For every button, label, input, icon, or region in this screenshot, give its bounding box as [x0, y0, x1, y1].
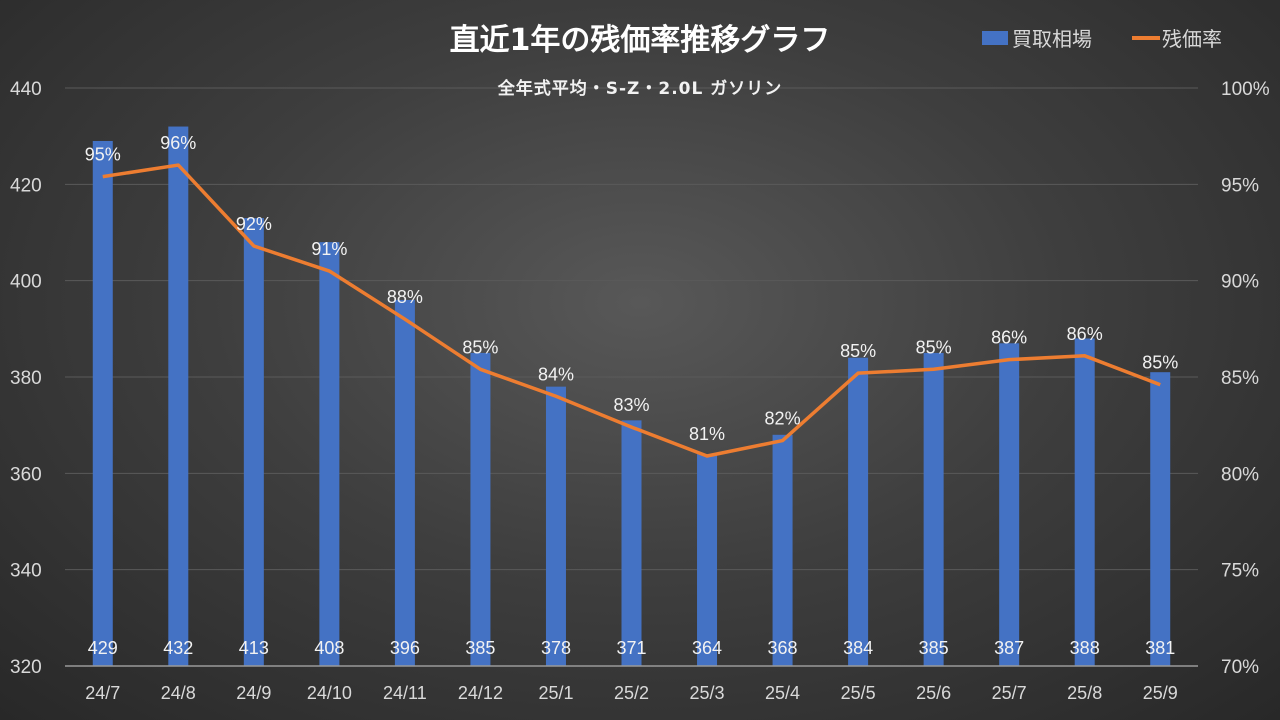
bar-value-label: 388	[1070, 638, 1100, 658]
bar-value-label: 384	[843, 638, 873, 658]
bar-24/11	[394, 299, 415, 666]
line-value-label: 85%	[462, 337, 498, 357]
x-tick-label: 25/7	[992, 683, 1027, 703]
bar-25/2	[621, 420, 642, 666]
bar-24/10	[319, 242, 340, 666]
x-tick-label: 25/8	[1067, 683, 1102, 703]
chart-title: 直近1年の残価率推移グラフ	[450, 23, 831, 58]
bar-value-label: 429	[88, 638, 118, 658]
bar-value-label: 432	[163, 638, 193, 658]
x-tick-label: 24/9	[236, 683, 271, 703]
y-left-tick-label: 420	[10, 175, 42, 196]
bar-25/4	[772, 434, 793, 666]
bar-25/7	[999, 343, 1020, 666]
y-right-tick-label: 75%	[1221, 561, 1259, 582]
bar-value-label: 385	[919, 638, 949, 658]
line-series	[102, 163, 1161, 458]
y-left-tick-label: 400	[10, 272, 42, 293]
bar-value-label: 413	[239, 638, 269, 658]
x-tick-label: 24/10	[307, 683, 352, 703]
chart-subtitle: 全年式平均・S-Z・2.0L ガソリン	[497, 78, 783, 99]
bar-25/6	[923, 352, 944, 666]
y-left-tick-label: 380	[10, 368, 42, 389]
line-value-label: 85%	[1142, 353, 1178, 373]
bar-25/9	[1150, 372, 1171, 666]
y-right-tick-label: 95%	[1221, 175, 1259, 196]
line-value-label: 83%	[613, 395, 649, 415]
x-tick-label: 25/2	[614, 683, 649, 703]
bar-value-label: 364	[692, 638, 722, 658]
legend-label-bar: 買取相場	[1012, 27, 1092, 51]
y-left-tick-label: 440	[10, 79, 42, 100]
line-value-label: 81%	[689, 424, 725, 444]
bar-value-label: 381	[1145, 638, 1175, 658]
legend: 買取相場 残価率	[982, 27, 1222, 51]
y-right-tick-label: 90%	[1221, 272, 1259, 293]
bar-value-label: 385	[465, 638, 495, 658]
legend-label-line: 残価率	[1162, 27, 1222, 51]
line-value-label: 84%	[538, 364, 574, 384]
x-tick-label: 24/8	[161, 683, 196, 703]
x-tick-label: 25/3	[690, 683, 725, 703]
bar-25/8	[1074, 338, 1095, 666]
y-right-tick-label: 85%	[1221, 368, 1259, 389]
bar-24/9	[243, 218, 264, 667]
bar-value-label: 396	[390, 638, 420, 658]
x-tick-label: 25/5	[841, 683, 876, 703]
y-right-tick-label: 100%	[1221, 79, 1270, 100]
y-left-tick-label: 320	[10, 657, 42, 678]
line-value-label: 85%	[840, 341, 876, 361]
x-tick-label: 25/9	[1143, 683, 1178, 703]
x-tick-label: 24/11	[383, 683, 427, 703]
line-value-label: 88%	[387, 287, 423, 307]
bar-value-label: 371	[616, 638, 646, 658]
bar-25/1	[545, 386, 566, 666]
data-labels: 429 432 413 408 396 385 378 371 364 368 384 385 387 3…	[85, 133, 1178, 658]
x-tick-label: 24/7	[85, 683, 120, 703]
y-right-tick-label: 70%	[1221, 657, 1259, 678]
line-value-label: 86%	[991, 328, 1027, 348]
line-value-label: 86%	[1067, 324, 1103, 344]
bar-25/3	[697, 454, 718, 666]
x-tick-label: 24/12	[458, 683, 503, 703]
bar-value-label: 368	[768, 638, 798, 658]
bar-24/12	[470, 352, 491, 666]
legend-swatch-bar	[982, 31, 1008, 45]
bar-value-label: 387	[994, 638, 1024, 658]
y-left-tick-label: 360	[10, 464, 42, 485]
line-value-label: 92%	[236, 214, 272, 234]
bar-24/8	[168, 126, 189, 667]
y-left-tick-label: 340	[10, 561, 42, 582]
x-tick-label: 25/4	[765, 683, 800, 703]
line-value-label: 95%	[85, 145, 121, 165]
axes: 320 70% 340 75% 360 80% 380 85% 400 90% 420 95% 440 1…	[10, 79, 1270, 703]
bar-series	[92, 126, 1171, 667]
line-value-label: 85%	[916, 337, 952, 357]
y-right-tick-label: 80%	[1221, 464, 1259, 485]
x-tick-label: 25/1	[538, 683, 573, 703]
line-value-label: 82%	[765, 409, 801, 429]
bar-24/7	[92, 140, 113, 666]
x-tick-label: 25/6	[916, 683, 951, 703]
line-value-label: 91%	[311, 239, 347, 259]
line-value-label: 96%	[160, 133, 196, 153]
bar-value-label: 408	[314, 638, 344, 658]
bar-25/5	[848, 357, 869, 666]
bar-value-label: 378	[541, 638, 571, 658]
